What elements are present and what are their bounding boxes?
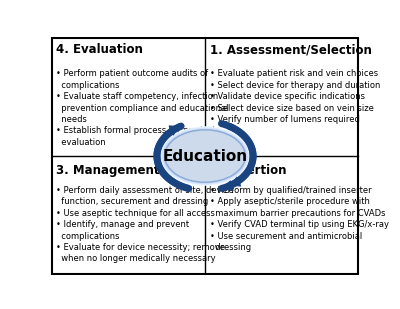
Ellipse shape (163, 129, 247, 183)
Text: 4. Evaluation: 4. Evaluation (56, 43, 143, 56)
Ellipse shape (164, 129, 246, 183)
Text: Education: Education (162, 149, 248, 163)
Text: • Perform by qualified/trained inserter
• Apply aseptic/sterile procedure with
 : • Perform by qualified/trained inserter … (210, 186, 389, 252)
Ellipse shape (164, 129, 246, 183)
Text: • Evaluate patient risk and vein choices
• Select device for therapy and duratio: • Evaluate patient risk and vein choices… (210, 69, 380, 124)
FancyBboxPatch shape (52, 38, 358, 274)
Ellipse shape (159, 126, 251, 186)
Text: • Perform daily assessment of site, device
  function, securement and dressing
•: • Perform daily assessment of site, devi… (56, 186, 234, 264)
Ellipse shape (160, 127, 250, 185)
Text: • Perform patient outcome audits of
  complications
• Evaluate staff competency,: • Perform patient outcome audits of comp… (56, 69, 229, 147)
Text: 2. Insertion: 2. Insertion (210, 164, 286, 177)
Ellipse shape (161, 128, 249, 184)
Ellipse shape (159, 126, 251, 186)
Ellipse shape (163, 129, 247, 184)
Ellipse shape (161, 127, 249, 185)
Text: 1. Assessment/Selection: 1. Assessment/Selection (210, 43, 372, 56)
Ellipse shape (165, 130, 245, 182)
Ellipse shape (160, 127, 250, 185)
Ellipse shape (162, 128, 248, 184)
Text: 3. Management: 3. Management (56, 164, 160, 177)
Ellipse shape (162, 128, 248, 184)
